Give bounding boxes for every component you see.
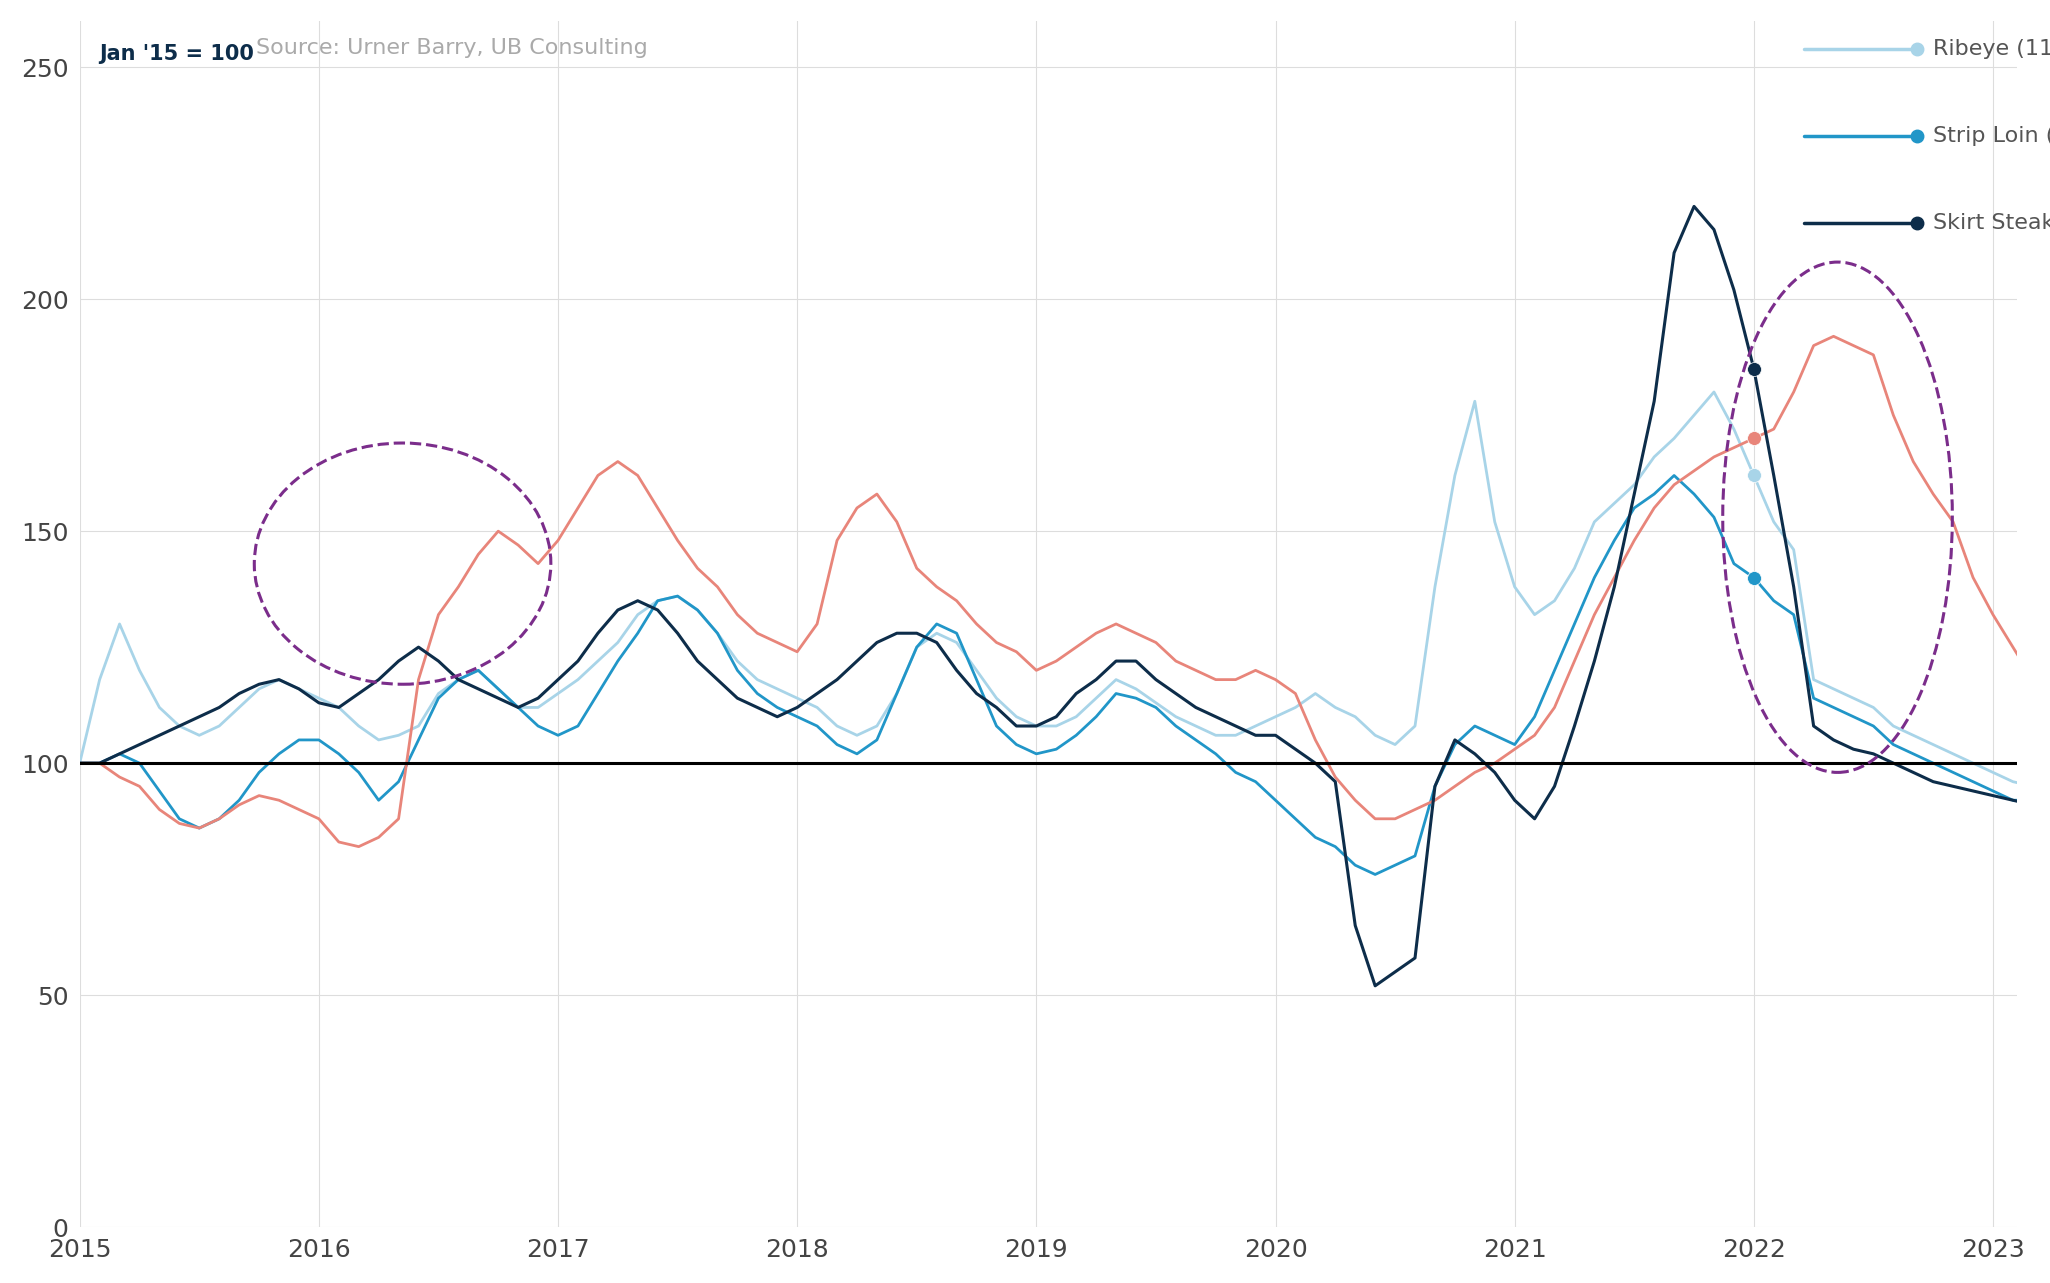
Text: Ribeye (112A): Ribeye (112A)	[1933, 38, 2050, 59]
Text: Skirt Steak (121): Skirt Steak (121)	[1933, 213, 2050, 234]
Text: Jan '15 = 100: Jan '15 = 100	[98, 44, 254, 64]
Text: Strip Loin (180): Strip Loin (180)	[1933, 126, 2050, 146]
Text: Source: Urner Barry, UB Consulting: Source: Urner Barry, UB Consulting	[256, 38, 648, 59]
